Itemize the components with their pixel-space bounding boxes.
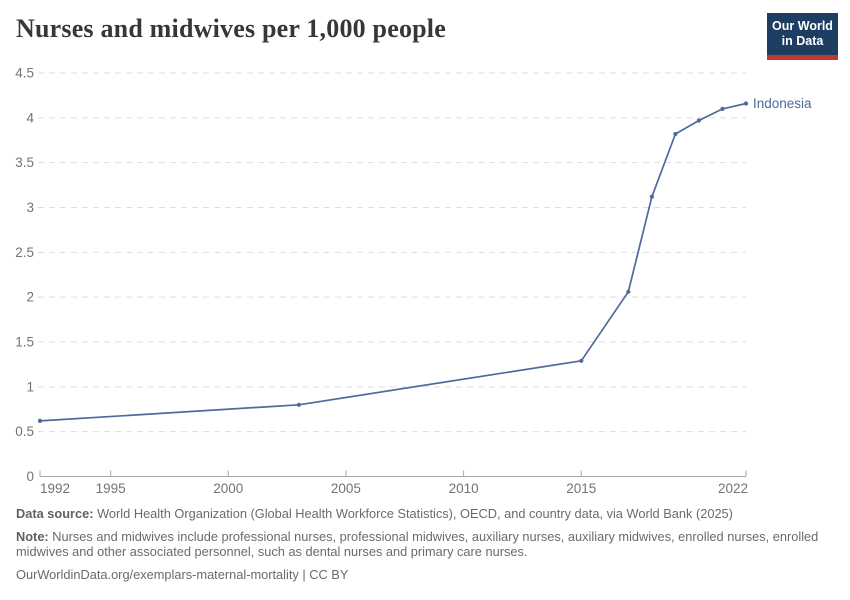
data-point — [743, 101, 749, 106]
note-line: Note: Nurses and midwives include profes… — [16, 529, 828, 560]
y-axis-tick-label: 1 — [26, 379, 34, 394]
data-point — [296, 402, 301, 407]
owid-logo: Our World in Data — [767, 13, 838, 60]
data-source-line: Data source: World Health Organization (… — [16, 506, 828, 522]
data-point — [579, 358, 584, 363]
y-axis-tick-label: 1.5 — [15, 335, 34, 350]
y-axis-tick-label: 4 — [26, 110, 34, 125]
chart-footer: Data source: World Health Organization (… — [16, 506, 828, 589]
data-point — [673, 131, 678, 137]
chart-title: Nurses and midwives per 1,000 people — [16, 14, 446, 43]
data-point — [626, 289, 631, 294]
y-axis-tick-label: 0 — [26, 469, 34, 484]
y-axis-tick-label: 2 — [26, 290, 34, 305]
y-axis-tick-label: 3.5 — [15, 155, 34, 170]
series-label: Indonesia — [753, 96, 812, 111]
data-point — [37, 418, 43, 423]
x-axis-tick-label: 2010 — [449, 481, 479, 496]
series-line — [39, 102, 747, 422]
owid-logo-line2: in Data — [781, 34, 824, 49]
note-label: Note: — [16, 528, 49, 544]
y-axis-tick-label: 2.5 — [15, 245, 34, 260]
data-point — [696, 118, 702, 123]
owid-logo-line1: Our World — [772, 19, 833, 33]
note-text: Nurses and midwives include professional… — [16, 528, 819, 560]
data-point — [649, 194, 655, 199]
y-axis-tick-label: 3 — [26, 200, 34, 215]
x-axis-tick-label: 2005 — [331, 481, 361, 496]
x-axis-tick-label: 1995 — [96, 481, 126, 496]
y-axis-tick-label: 0.5 — [15, 424, 34, 439]
y-axis-tick-label: 4.5 — [15, 66, 34, 81]
citation-link[interactable]: OurWorldinData.org/exemplars-maternal-mo… — [16, 566, 349, 582]
x-axis-tick-label: 2015 — [566, 481, 596, 496]
data-point — [720, 106, 725, 111]
x-axis-tick-label: 2022 — [718, 481, 748, 496]
data-source-text: World Health Organization (Global Health… — [93, 506, 733, 521]
x-axis-tick-label: 1992 — [40, 481, 70, 496]
data-source-label: Data source: — [16, 506, 94, 521]
citation-line: OurWorldinData.org/exemplars-maternal-mo… — [16, 567, 828, 583]
x-axis-tick-label: 2000 — [213, 481, 243, 496]
